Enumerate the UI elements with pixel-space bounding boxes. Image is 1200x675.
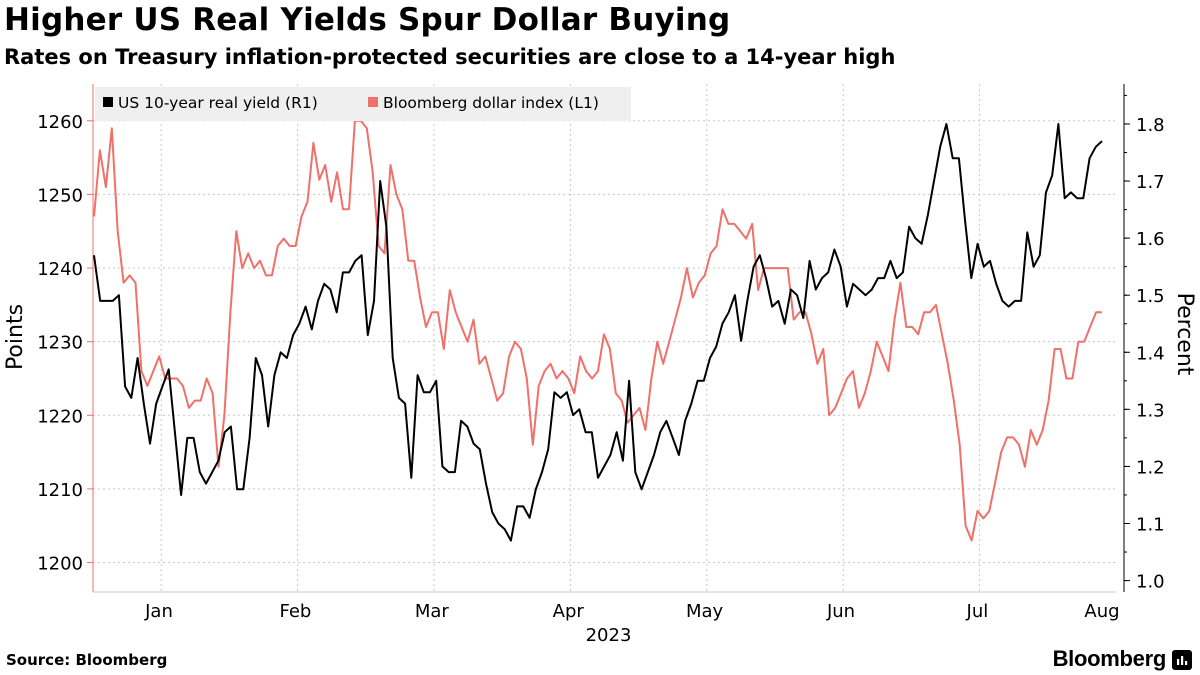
left-tick-label: 1210 <box>37 480 83 501</box>
left-tick-label: 1230 <box>37 333 83 354</box>
legend-swatch <box>103 97 113 107</box>
bloomberg-terminal-icon <box>1172 650 1192 670</box>
x-tick-label: Apr <box>553 601 585 622</box>
right-tick-label: 1.0 <box>1136 572 1165 593</box>
right-tick-label: 1.8 <box>1136 115 1165 136</box>
legend-label: Bloomberg dollar index (L1) <box>383 94 599 112</box>
legend-background <box>95 87 631 121</box>
legend-label: US 10-year real yield (R1) <box>118 94 318 112</box>
right-tick-label: 1.5 <box>1136 286 1165 307</box>
right-tick-label: 1.4 <box>1136 343 1165 364</box>
brand-logo: Bloomberg <box>1052 646 1167 671</box>
left-tick-label: 1220 <box>37 406 83 427</box>
left-tick-label: 1260 <box>37 112 83 133</box>
right-tick-label: 1.3 <box>1136 400 1165 421</box>
chart-subtitle: Rates on Treasury inflation-protected se… <box>4 45 896 69</box>
right-tick-label: 1.2 <box>1136 457 1165 478</box>
right-tick-label: 1.6 <box>1136 229 1165 250</box>
x-tick-label: Jun <box>826 601 855 622</box>
left-tick-label: 1250 <box>37 185 83 206</box>
x-tick-label: Feb <box>279 601 311 622</box>
x-tick-label: May <box>686 601 724 622</box>
x-tick-label: Aug <box>1084 601 1119 622</box>
series-line-real-yield <box>93 123 1103 542</box>
x-tick-label: Jul <box>966 601 989 622</box>
source-note: Source: Bloomberg <box>6 651 168 669</box>
right-tick-label: 1.7 <box>1136 172 1165 193</box>
series-line-dollar-index <box>93 119 1102 542</box>
right-axis-title: Percent <box>1172 293 1197 376</box>
left-axis-title: Points <box>3 304 28 370</box>
legend: US 10-year real yield (R1) Bloomberg doll… <box>95 87 631 121</box>
left-tick-label: 1200 <box>37 554 83 575</box>
x-tick-label: Jan <box>144 601 173 622</box>
left-tick-label: 1240 <box>37 259 83 280</box>
x-tick-label: Mar <box>415 601 450 622</box>
right-tick-label: 1.1 <box>1136 515 1165 536</box>
legend-swatch <box>368 97 378 107</box>
chart-title: Higher US Real Yields Spur Dollar Buying <box>4 2 731 38</box>
x-axis-title: 2023 <box>586 625 632 646</box>
